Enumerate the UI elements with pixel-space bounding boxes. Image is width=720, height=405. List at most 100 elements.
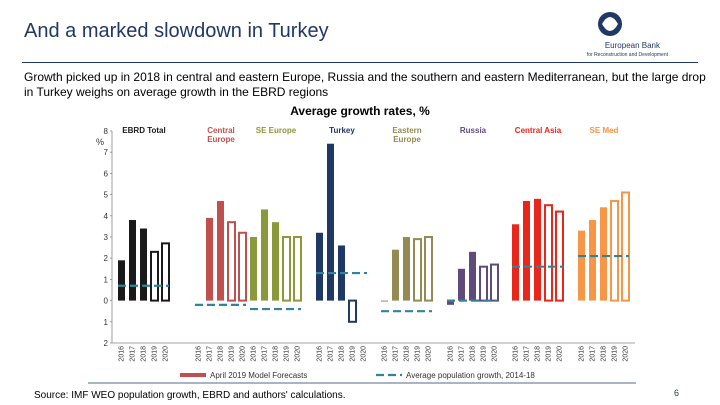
x-tick-label: 2019 xyxy=(152,346,159,362)
x-tick-label: 2017 xyxy=(262,346,269,362)
bar xyxy=(316,232,323,301)
x-tick-label: 2017 xyxy=(393,346,400,362)
x-tick-label: 2016 xyxy=(317,346,324,362)
bar xyxy=(140,228,147,301)
bar xyxy=(327,143,334,301)
group-label: Turkey xyxy=(329,126,355,135)
x-tick-label: 2016 xyxy=(513,346,520,362)
y-tick-label: 2 xyxy=(104,254,109,263)
group-label: EBRD Total xyxy=(122,126,166,135)
body-text: Growth picked up in 2018 in central and … xyxy=(24,70,706,99)
group-label: SE Europe xyxy=(255,126,297,135)
slide-title: And a marked slowdown in Turkey xyxy=(24,20,329,42)
bar xyxy=(479,265,488,302)
group-label: SE Med xyxy=(589,126,619,135)
bar xyxy=(447,300,454,305)
y-tick-label: 4 xyxy=(104,212,109,221)
logo-text: for Reconstruction and Development xyxy=(587,52,669,58)
y-tick-label: 0 xyxy=(104,297,109,306)
logo-text: European Bank xyxy=(605,41,661,50)
x-tick-label: 2016 xyxy=(196,346,203,362)
x-tick-label: 2018 xyxy=(535,346,542,362)
x-tick-label: 2019 xyxy=(229,346,236,362)
bar xyxy=(413,238,422,302)
bar xyxy=(348,299,357,323)
bar xyxy=(161,242,170,302)
bar xyxy=(600,207,607,301)
group-label: Eastern Europe xyxy=(392,126,422,144)
bar xyxy=(490,263,499,302)
x-tick-label: 2020 xyxy=(295,346,302,362)
x-tick-label: 2019 xyxy=(481,346,488,362)
x-tick-label: 2017 xyxy=(590,346,597,362)
legend-text: April 2019 Model Forecasts xyxy=(210,371,307,380)
x-tick-label: 2018 xyxy=(141,346,148,362)
bar xyxy=(610,199,619,302)
bar xyxy=(206,217,213,301)
x-tick-label: 2017 xyxy=(459,346,466,362)
x-tick-label: 2018 xyxy=(601,346,608,362)
x-tick-label: 2018 xyxy=(404,346,411,362)
bar xyxy=(381,300,388,302)
bar xyxy=(118,260,125,301)
bar xyxy=(589,220,596,301)
x-tick-label: 2020 xyxy=(426,346,433,362)
bar xyxy=(282,236,291,302)
x-tick-label: 2019 xyxy=(546,346,553,362)
x-tick-label: 2020 xyxy=(361,346,368,362)
chart-title: Average growth rates, % xyxy=(290,104,430,118)
bar xyxy=(424,236,433,302)
bar xyxy=(129,220,136,301)
bar xyxy=(392,249,399,301)
x-tick-label: 2016 xyxy=(448,346,455,362)
y-tick-label: 6 xyxy=(104,169,109,178)
y-tick-label: 7 xyxy=(104,148,109,157)
bar xyxy=(217,200,224,301)
logo: European Bank for Reconstruction and Dev… xyxy=(587,12,669,58)
x-tick-label: 2017 xyxy=(207,346,214,362)
x-tick-label: 2020 xyxy=(492,346,499,362)
bar xyxy=(621,191,630,302)
x-tick-label: 2017 xyxy=(130,346,137,362)
x-tick-label: 2018 xyxy=(218,346,225,362)
x-tick-label: 2019 xyxy=(415,346,422,362)
title-rule xyxy=(22,62,698,63)
bar xyxy=(512,224,519,301)
x-tick-label: 2018 xyxy=(470,346,477,362)
bar xyxy=(250,237,257,301)
bar xyxy=(238,231,247,302)
legend-text: Average population growth, 2014-18 xyxy=(406,371,535,380)
x-tick-label: 2020 xyxy=(240,346,247,362)
bar xyxy=(293,236,302,302)
source: Source: IMF WEO population growth, EBRD … xyxy=(34,390,346,401)
y-tick-label: 5 xyxy=(104,191,109,200)
x-tick-label: 2017 xyxy=(328,346,335,362)
logo-shape xyxy=(602,17,618,31)
y-tick-label: 1 xyxy=(104,318,109,327)
x-tick-label: 2020 xyxy=(557,346,564,362)
x-tick-label: 2018 xyxy=(339,346,346,362)
x-tick-label: 2017 xyxy=(524,346,531,362)
bar xyxy=(534,198,541,301)
bar xyxy=(578,230,585,301)
bar xyxy=(261,209,268,301)
x-tick-label: 2016 xyxy=(119,346,126,362)
x-tick-label: 2018 xyxy=(273,346,280,362)
bar xyxy=(227,221,236,302)
x-tick-label: 2016 xyxy=(579,346,586,362)
bar xyxy=(523,200,530,301)
bar xyxy=(458,268,465,301)
bar xyxy=(272,222,279,301)
x-tick-label: 2016 xyxy=(382,346,389,362)
bar xyxy=(469,251,476,301)
legend-swatch xyxy=(180,373,206,377)
group-label: Central Asia xyxy=(514,126,562,135)
bar xyxy=(544,204,553,302)
bar xyxy=(150,250,159,302)
x-tick-label: 2016 xyxy=(251,346,258,362)
x-tick-label: 2019 xyxy=(350,346,357,362)
bar xyxy=(403,237,410,301)
y-tick-label: 1 xyxy=(104,275,109,284)
